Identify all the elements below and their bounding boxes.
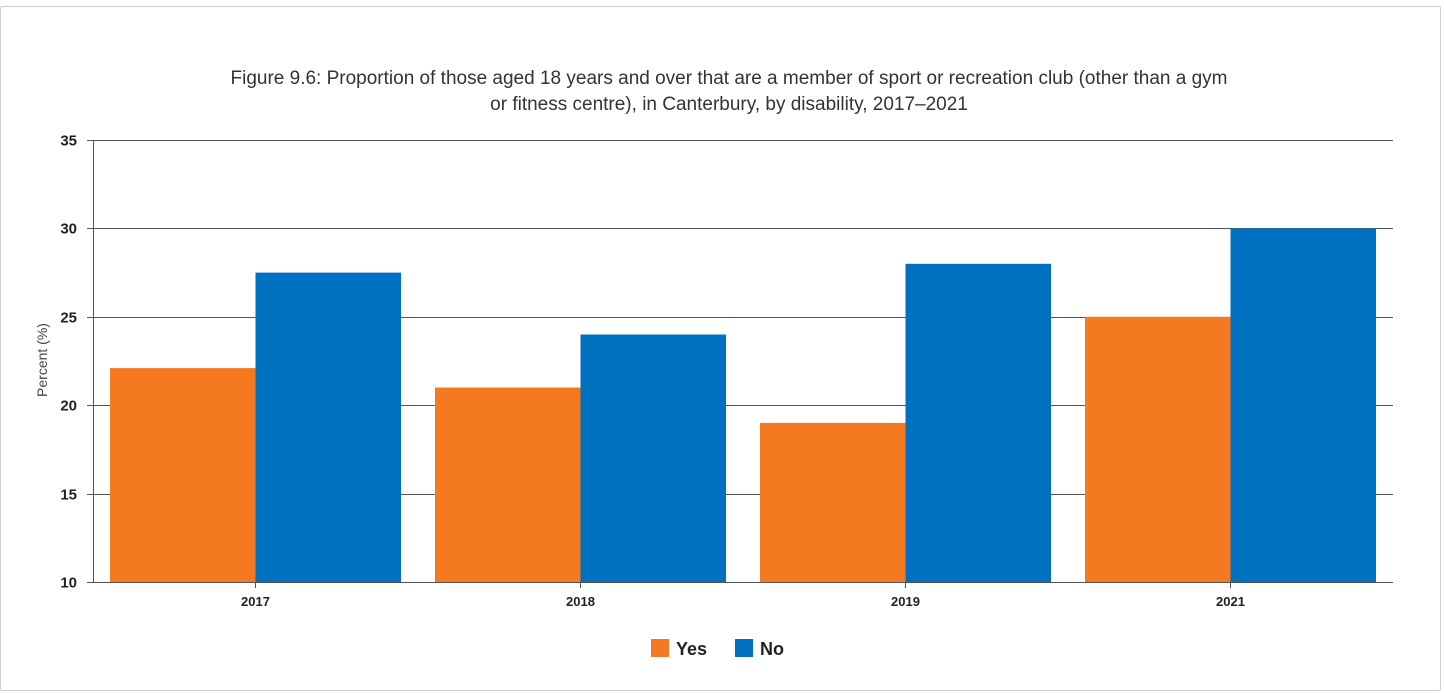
bar-no-2021 bbox=[1230, 228, 1376, 582]
y-tick-label-25: 25 bbox=[60, 310, 77, 327]
legend-label-no: No bbox=[760, 639, 784, 659]
bar-yes-2017 bbox=[110, 368, 256, 582]
x-tick-label-2019: 2019 bbox=[891, 594, 920, 609]
x-tick-label-2021: 2021 bbox=[1216, 594, 1245, 609]
legend-swatch-no bbox=[735, 639, 753, 657]
bar-no-2019 bbox=[905, 263, 1051, 582]
bar-yes-2019 bbox=[760, 422, 906, 582]
axes: 10 15 20 25 30 35 2017 2018 2019 2021 bbox=[60, 133, 1393, 609]
x-tick-label-2017: 2017 bbox=[241, 594, 270, 609]
chart-title: Figure 9.6: Proportion of those aged 18 … bbox=[231, 68, 1228, 115]
y-axis-label: Percent (%) bbox=[34, 323, 50, 397]
legend-swatch-yes bbox=[651, 639, 669, 657]
chart-title-line-2: or fitness centre), in Canterbury, by di… bbox=[490, 94, 968, 115]
y-tick-label-15: 15 bbox=[60, 487, 77, 504]
chart-title-line-1: Figure 9.6: Proportion of those aged 18 … bbox=[231, 68, 1228, 89]
y-tick-label-20: 20 bbox=[60, 398, 77, 415]
bars bbox=[110, 228, 1376, 582]
bar-yes-2021 bbox=[1085, 316, 1231, 582]
y-tick-label-35: 35 bbox=[60, 133, 77, 150]
y-tick-label-10: 10 bbox=[60, 575, 77, 592]
y-tick-label-30: 30 bbox=[60, 221, 77, 238]
bar-no-2018 bbox=[580, 334, 726, 582]
bar-yes-2018 bbox=[435, 387, 581, 582]
legend-label-yes: Yes bbox=[676, 639, 707, 659]
legend: Yes No bbox=[651, 639, 784, 659]
bar-no-2017 bbox=[255, 272, 401, 582]
x-tick-label-2018: 2018 bbox=[566, 594, 595, 609]
